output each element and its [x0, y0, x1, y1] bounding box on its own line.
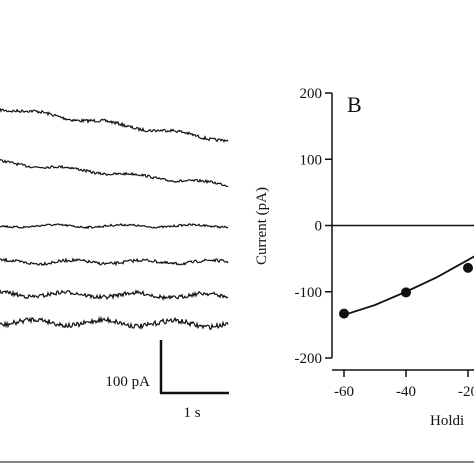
- trace: [0, 108, 229, 143]
- trace: [0, 158, 229, 188]
- fit-line: [343, 255, 474, 316]
- x-tick-label: -40: [396, 384, 416, 400]
- x-axis-label: Holdi: [430, 413, 464, 429]
- x-tick-label: -20: [458, 384, 474, 400]
- y-tick-label: 100: [300, 152, 323, 168]
- trace: [0, 315, 229, 330]
- trace: [0, 257, 229, 267]
- panel-label: B: [347, 92, 362, 117]
- y-tick-label: -200: [295, 351, 323, 367]
- data-point: [463, 262, 473, 273]
- data-point: [401, 287, 411, 298]
- y-axis-label: Current (pA): [254, 187, 270, 265]
- y-tick-label: 200: [300, 86, 323, 102]
- current-traces: [0, 108, 229, 330]
- scale-bar-label: 100 pA: [105, 374, 150, 390]
- trace: [0, 289, 229, 301]
- y-tick-label: 0: [315, 219, 323, 235]
- y-tick-label: -100: [295, 285, 323, 301]
- x-tick-label: -60: [334, 384, 354, 400]
- trace: [0, 223, 229, 230]
- data-point: [339, 308, 349, 319]
- scale-bar-label: 1 s: [183, 405, 200, 421]
